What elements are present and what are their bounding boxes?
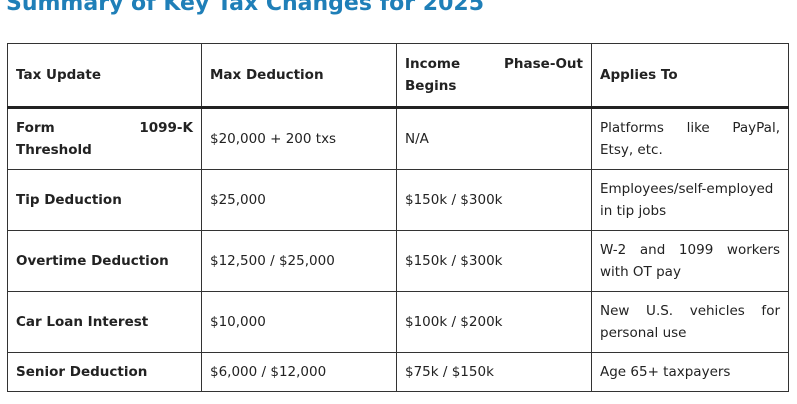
max-deduction-cell: $25,000 bbox=[201, 169, 397, 231]
applies-to-cell: Employees/self-employed in tip jobs bbox=[591, 169, 789, 231]
max-deduction-cell: $20,000 + 200 txs bbox=[201, 107, 397, 170]
max-deduction-cell: $10,000 bbox=[201, 291, 397, 353]
header-applies-to: Applies To bbox=[591, 43, 789, 109]
table-row: Tip Deduction $25,000 $150k / $300k Employe… bbox=[7, 169, 789, 231]
phase-out-cell: $75k / $150k bbox=[396, 352, 592, 392]
tax-changes-table: Tax Update Max Deduction Income Phase-Ou… bbox=[7, 43, 789, 392]
phase-out-cell: N/A bbox=[396, 107, 592, 170]
phase-out-cell: $150k / $300k bbox=[396, 169, 592, 231]
tax-update-cell: Overtime Deduction bbox=[7, 230, 202, 292]
phase-out-cell: $150k / $300k bbox=[396, 230, 592, 292]
table-row: Car Loan Interest $10,000 $100k / $200k New… bbox=[7, 291, 789, 353]
tax-update-cell: Senior Deduction bbox=[7, 352, 202, 392]
applies-to-cell: Age 65+ taxpayers bbox=[591, 352, 789, 392]
tax-update-cell: Car Loan Interest bbox=[7, 291, 202, 353]
page-title: Summary of Key Tax Changes for 2025 bbox=[6, 0, 485, 16]
max-deduction-cell: $6,000 / $12,000 bbox=[201, 352, 397, 392]
header-max-deduction: Max Deduction bbox=[201, 43, 397, 109]
applies-to-cell: W-2 and 1099 workers with OT pay bbox=[591, 230, 789, 292]
table-row: Form 1099-K Threshold $20,000 + 200 txs N/… bbox=[7, 107, 789, 170]
header-tax-update: Tax Update bbox=[7, 43, 202, 109]
applies-to-cell: Platforms like PayPal, Etsy, etc. bbox=[591, 107, 789, 170]
max-deduction-cell: $12,500 / $25,000 bbox=[201, 230, 397, 292]
tax-update-cell: Tip Deduction bbox=[7, 169, 202, 231]
phase-out-cell: $100k / $200k bbox=[396, 291, 592, 353]
header-income-phase-out: Income Phase-Out Begins bbox=[396, 43, 592, 109]
tax-update-cell: Form 1099-K Threshold bbox=[7, 107, 202, 170]
table-row: Senior Deduction $6,000 / $12,000 $75k / $… bbox=[7, 352, 789, 392]
table-header-row: Tax Update Max Deduction Income Phase-Ou… bbox=[7, 43, 789, 109]
table-row: Overtime Deduction $12,500 / $25,000 $150k… bbox=[7, 230, 789, 292]
applies-to-cell: New U.S. vehicles for personal use bbox=[591, 291, 789, 353]
